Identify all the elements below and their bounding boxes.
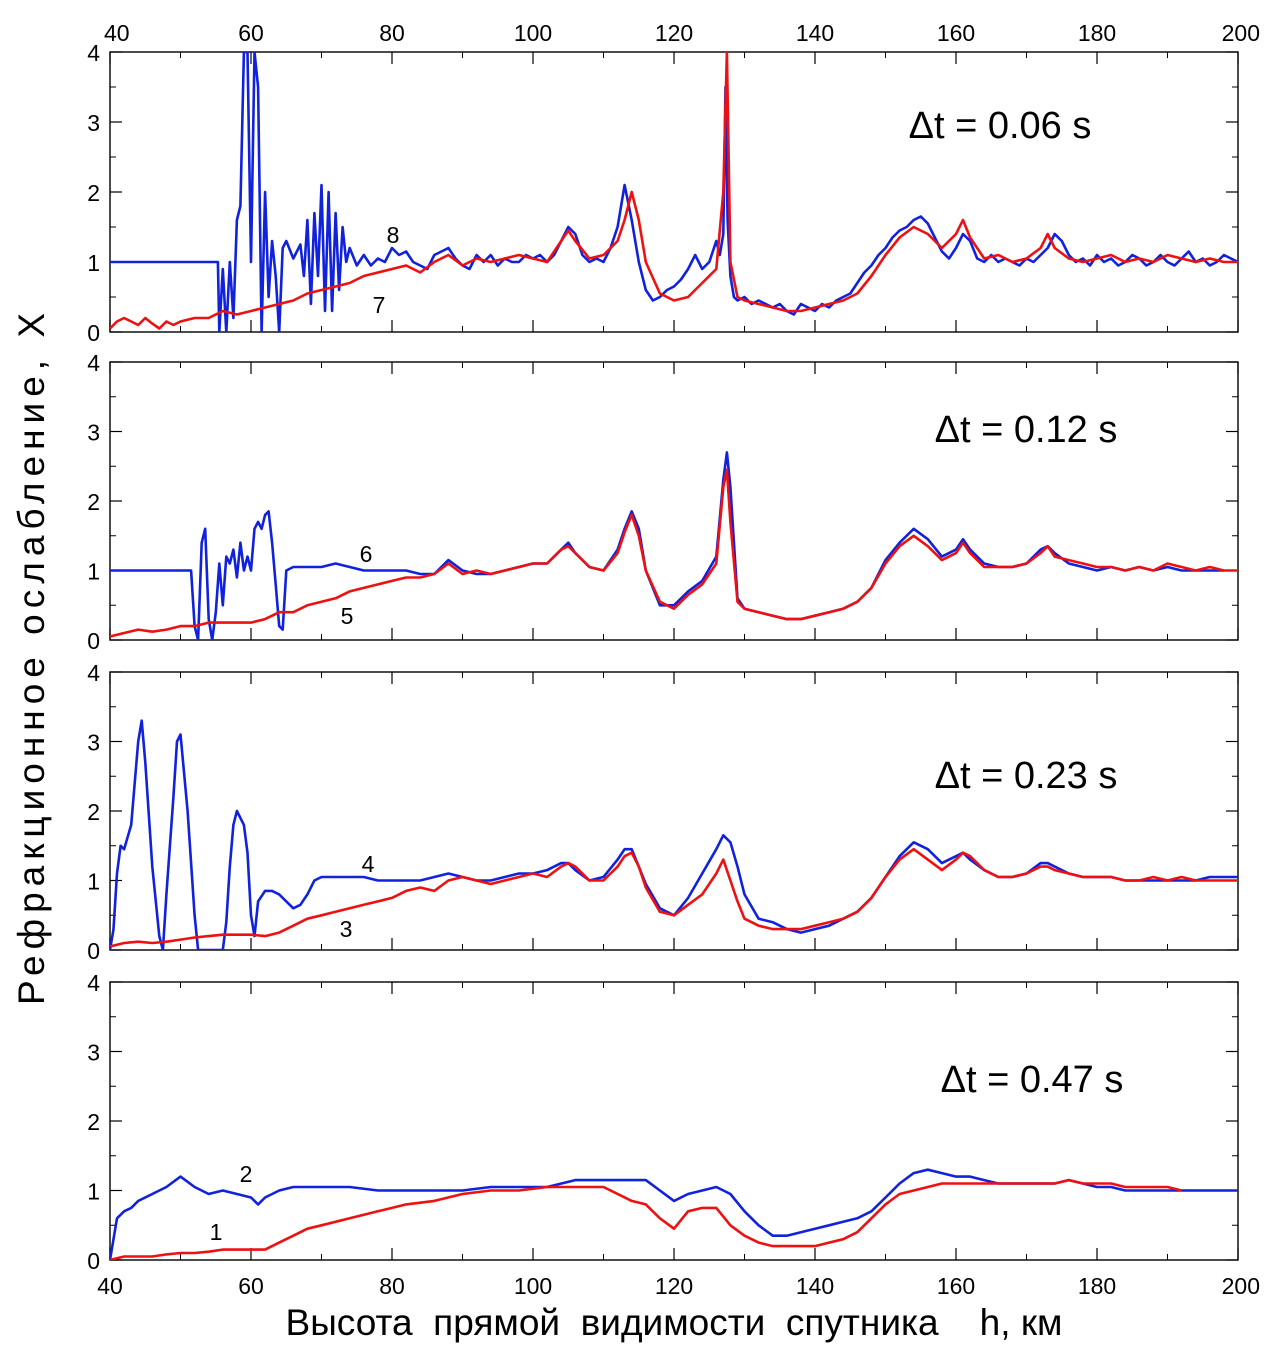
y-tick-label: 4 bbox=[87, 660, 100, 686]
panel-3: 0 1 2 3 4 4 3 Δt = 0.23 s bbox=[87, 660, 1239, 964]
x-tick-label-top: 60 bbox=[238, 20, 264, 46]
x-tick-label-bottom: 120 bbox=[655, 1273, 693, 1299]
series-line-5 bbox=[110, 468, 1238, 638]
series-label-8: 8 bbox=[387, 222, 400, 248]
x-tick-label-bottom: 40 bbox=[97, 1273, 123, 1299]
x-tick-label-bottom: 80 bbox=[379, 1273, 405, 1299]
x-tick-label-top: 120 bbox=[655, 20, 693, 46]
x-tick-label-bottom: 100 bbox=[514, 1273, 552, 1299]
x-tick-label-bottom: 180 bbox=[1078, 1273, 1116, 1299]
panel-2: 0 1 2 3 4 6 5 Δt = 0.12 s bbox=[87, 350, 1239, 654]
series-label-3: 3 bbox=[340, 916, 353, 942]
x-tick-label-top: 100 bbox=[514, 20, 552, 46]
y-tick-label: 4 bbox=[87, 350, 100, 376]
y-tick-label: 4 bbox=[87, 40, 100, 66]
y-tick-label: 0 bbox=[87, 628, 100, 654]
series-label-4: 4 bbox=[362, 851, 375, 877]
series-label-7: 7 bbox=[373, 292, 386, 318]
panel-label: Δt = 0.47 s bbox=[941, 1059, 1124, 1101]
x-tick-label-top: 200 bbox=[1222, 20, 1260, 46]
y-tick-label: 2 bbox=[87, 489, 100, 515]
y-tick-label: 1 bbox=[87, 869, 100, 895]
x-tick-label-bottom: 60 bbox=[238, 1273, 264, 1299]
x-tick-label-top: 180 bbox=[1078, 20, 1116, 46]
series-line-8 bbox=[110, 52, 1238, 332]
panel-label: Δt = 0.06 s bbox=[909, 105, 1092, 147]
y-tick-label: 2 bbox=[87, 180, 100, 206]
y-tick-label: 1 bbox=[87, 559, 100, 585]
series-label-6: 6 bbox=[360, 541, 373, 567]
y-tick-label: 2 bbox=[87, 1109, 100, 1135]
y-tick-label: 3 bbox=[87, 110, 100, 136]
x-tick-label-top: 40 bbox=[104, 20, 130, 46]
y-tick-label: 4 bbox=[87, 970, 100, 996]
panel-label: Δt = 0.23 s bbox=[935, 755, 1118, 797]
plot-frame bbox=[109, 361, 1239, 641]
series-label-5: 5 bbox=[341, 603, 354, 629]
x-tick-label-top: 160 bbox=[937, 20, 975, 46]
y-tick-label: 0 bbox=[87, 320, 100, 346]
y-tick-label: 0 bbox=[87, 938, 100, 964]
y-tick-label: 3 bbox=[87, 420, 100, 446]
y-tick-label: 3 bbox=[87, 1040, 100, 1066]
series-line-7 bbox=[110, 52, 1238, 330]
panels: 0 1 2 3 4 8 7 Δt = 0.06 s 0 1 2 3 4 6 5 Δt = 0.12 s 0 1 2 3… bbox=[87, 20, 1260, 1299]
y-tick-label: 1 bbox=[87, 1179, 100, 1205]
panel-label: Δt = 0.12 s bbox=[935, 409, 1118, 451]
x-axis-title: Высота прямой видимости спутника h, км bbox=[286, 1302, 1063, 1343]
series-line-3 bbox=[110, 847, 1238, 948]
y-tick-label: 2 bbox=[87, 799, 100, 825]
plot-frame bbox=[109, 671, 1239, 951]
x-tick-label-bottom: 200 bbox=[1222, 1273, 1260, 1299]
plot-frame bbox=[109, 981, 1239, 1261]
panel-4: 0 1 2 3 4 2 1 Δt = 0.47 s bbox=[87, 970, 1239, 1274]
plot-frame bbox=[109, 51, 1239, 333]
x-tick-label-bottom: 140 bbox=[796, 1273, 834, 1299]
series-line-2 bbox=[110, 1168, 1238, 1260]
series-label-1: 1 bbox=[210, 1219, 223, 1245]
y-tick-label: 0 bbox=[87, 1248, 100, 1274]
y-tick-label: 3 bbox=[87, 730, 100, 756]
x-tick-label-bottom: 160 bbox=[937, 1273, 975, 1299]
y-tick-label: 1 bbox=[87, 250, 100, 276]
panel-1: 0 1 2 3 4 8 7 Δt = 0.06 s bbox=[87, 40, 1239, 346]
series-line-1 bbox=[110, 1178, 1182, 1260]
y-axis-title: Рефракционное ослабление, X bbox=[11, 307, 52, 1005]
x-tick-label-top: 140 bbox=[796, 20, 834, 46]
series-label-2: 2 bbox=[240, 1161, 253, 1187]
x-tick-label-top: 80 bbox=[379, 20, 405, 46]
